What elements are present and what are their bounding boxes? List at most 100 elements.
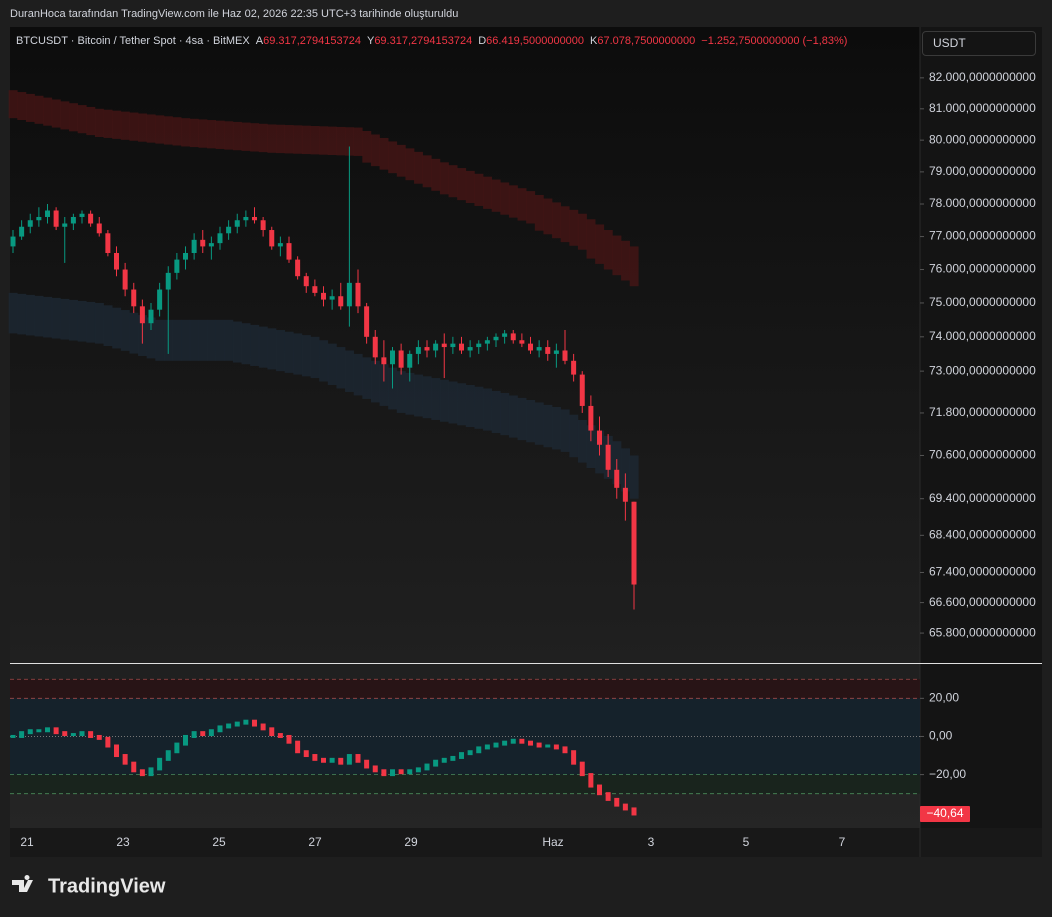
candle-body — [303, 276, 309, 287]
lower-band — [534, 402, 544, 445]
upper-band — [60, 101, 70, 130]
lower-band — [189, 319, 199, 361]
upper-band — [258, 123, 268, 153]
lower-band — [69, 299, 78, 341]
change-value: −1.252,7500000000 (−1,83%) — [701, 35, 848, 47]
candle-body — [528, 343, 533, 351]
lower-band — [181, 319, 191, 361]
osc-bar — [114, 744, 119, 758]
osc-bar — [208, 729, 214, 737]
lower-band — [448, 381, 458, 424]
osc-tick-label: −20,00 — [929, 767, 966, 781]
candle-body — [424, 347, 430, 351]
osc-bar — [183, 734, 188, 746]
price-axis-background — [920, 27, 1042, 828]
upper-band — [198, 119, 208, 148]
low-value: 66.419,5000000000 — [486, 35, 585, 47]
lower-band — [500, 393, 510, 436]
osc-bar — [70, 733, 76, 737]
osc-bar — [597, 784, 602, 796]
y-tick-label: 66.600,0000000000 — [929, 595, 1036, 609]
candle-body — [295, 259, 301, 277]
last-value-label: −40,64 — [926, 806, 963, 820]
candle-body — [338, 296, 344, 307]
lower-band — [60, 298, 70, 340]
osc-bar — [398, 769, 404, 775]
osc-bar — [157, 757, 163, 771]
upper-band — [224, 121, 234, 150]
osc-bar — [502, 740, 508, 746]
osc-bar — [79, 731, 85, 737]
lower-band — [543, 404, 553, 448]
y-tick-label: 65.800,0000000000 — [929, 625, 1036, 639]
upper-band — [181, 118, 191, 147]
upper-band — [560, 206, 570, 243]
legend: BTCUSDT · Bitcoin / Tether Spot · 4sa · … — [16, 35, 853, 47]
upper-band — [250, 123, 260, 152]
x-tick-label: 7 — [839, 835, 846, 849]
upper-band — [457, 168, 467, 201]
low-label: D — [478, 35, 487, 47]
upper-band — [241, 122, 251, 151]
upper-band — [189, 118, 199, 148]
upper-band — [327, 126, 337, 156]
candle-body — [131, 289, 137, 307]
upper-band — [508, 185, 518, 218]
lower-band — [146, 317, 156, 359]
upper-band — [595, 224, 605, 264]
upper-band — [500, 182, 510, 215]
upper-band — [336, 126, 346, 156]
osc-bar — [519, 738, 525, 744]
upper-band — [69, 103, 78, 132]
upper-band — [612, 235, 622, 276]
lower-band — [284, 331, 294, 373]
upper-band — [362, 131, 372, 163]
candle-body — [407, 353, 413, 368]
high-label: Y — [366, 35, 375, 47]
lower-band — [241, 323, 251, 365]
candle-body — [562, 350, 568, 361]
lower-band — [474, 386, 484, 429]
lower-band — [457, 383, 467, 426]
y-tick-label: 80.000,0000000000 — [929, 132, 1036, 146]
osc-bar — [105, 736, 111, 748]
caption: DuranHoca tarafından TradingView.com ile… — [10, 8, 458, 20]
osc-bar — [493, 742, 499, 748]
lower-band — [301, 335, 311, 377]
lower-band — [396, 371, 406, 413]
upper-band — [448, 165, 458, 198]
y-tick-label: 74.000,0000000000 — [929, 329, 1036, 343]
lower-band — [336, 347, 346, 389]
candle-body — [277, 243, 283, 247]
upper-band — [103, 109, 113, 138]
osc-bar — [226, 723, 232, 729]
osc-bar — [88, 731, 94, 738]
upper-band — [293, 125, 303, 154]
upper-band — [284, 125, 294, 154]
osc-bar — [372, 765, 378, 773]
osc-bar — [260, 723, 266, 731]
candle-body — [174, 259, 180, 273]
lower-band — [129, 312, 139, 354]
osc-bar — [27, 729, 33, 735]
upper-band — [146, 114, 156, 143]
candle-body — [208, 243, 214, 247]
candle-body — [372, 336, 378, 358]
osc-bar — [622, 803, 628, 811]
osc-bar — [53, 727, 59, 735]
currency-button[interactable]: USDT — [922, 31, 1036, 56]
upper-band — [431, 158, 441, 191]
high-value: 69.317,2794153724 — [374, 35, 473, 47]
osc-bar — [148, 767, 154, 777]
lower-band — [508, 395, 518, 438]
lower-band — [25, 294, 35, 336]
candle-body — [79, 213, 85, 217]
upper-band — [569, 209, 579, 246]
candle-body — [597, 430, 602, 445]
y-tick-label: 68.400,0000000000 — [929, 527, 1036, 541]
candle-body — [381, 357, 387, 365]
osc-bar — [459, 752, 464, 759]
osc-bar — [338, 757, 344, 765]
lower-band — [224, 319, 234, 361]
upper-band — [543, 198, 553, 235]
